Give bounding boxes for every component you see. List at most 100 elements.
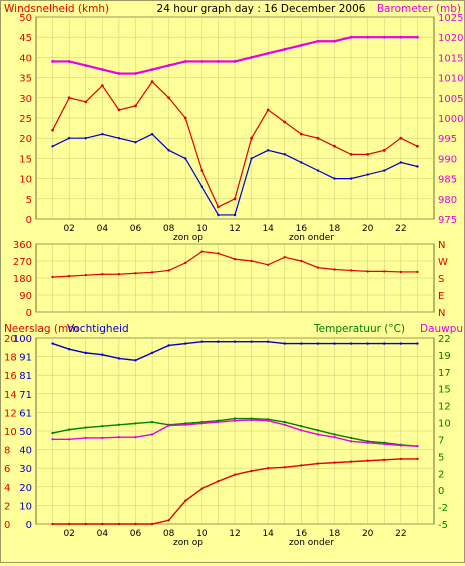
direction-point [117, 273, 121, 276]
direction-point [167, 269, 170, 272]
wind-point [67, 137, 71, 140]
y-tick-label: 20 [19, 134, 32, 145]
y-tick-label: 50 [19, 13, 32, 24]
dewpoint-point [84, 436, 87, 440]
direction-point [233, 257, 237, 261]
y-tick-label: 35 [19, 74, 32, 85]
gust-point [217, 205, 220, 209]
humidity-point [200, 340, 204, 343]
y2-tick-label: 985 [438, 175, 457, 186]
temperature-point [84, 426, 87, 429]
rain-point [117, 522, 121, 526]
temperature-point [300, 424, 303, 428]
humidity-point [250, 340, 253, 343]
humidity-point [283, 342, 286, 345]
x-tick-label: 04 [97, 529, 109, 539]
humidity-point [316, 342, 320, 345]
direction-point [399, 270, 403, 274]
y-tick-label: 20 [19, 483, 32, 494]
gust-point [283, 120, 287, 124]
dewpoint-point [184, 423, 187, 426]
humidity-point [184, 342, 187, 345]
direction-point [184, 261, 187, 265]
dewpoint-point [283, 423, 286, 426]
temperature-point [101, 424, 104, 428]
wind-point [51, 145, 54, 148]
wind-point [333, 177, 336, 180]
barometer-point [134, 72, 137, 75]
y-tick-label: 15 [19, 154, 32, 165]
dewpoint-point [416, 444, 419, 448]
y-tick-label: 30 [19, 94, 32, 105]
wind-point [117, 137, 121, 140]
dewpoint-point [349, 440, 353, 443]
y-tick-label: 81 [19, 371, 32, 382]
x-tick-label: 12 [229, 224, 240, 234]
direction-point [67, 274, 71, 278]
temperature-point [283, 420, 286, 424]
direction-point [383, 270, 386, 273]
y2-tick-label: W [438, 257, 448, 268]
y-tick-label: 180 [13, 274, 32, 285]
gust-point [382, 148, 386, 152]
gust-point [167, 96, 171, 100]
humidity-point [134, 359, 137, 362]
x-tick-label: 10 [196, 224, 208, 234]
gust-point [150, 80, 154, 84]
sunset-label-1: zon onder [289, 233, 334, 243]
x-tick-label: 22 [395, 224, 406, 234]
barometer-point [349, 35, 353, 39]
wind-point [200, 185, 204, 188]
wind-point [399, 161, 403, 164]
y-tick-label: 45 [19, 33, 32, 44]
rain-point [167, 519, 170, 522]
temperature-point [134, 422, 137, 425]
humidity-point [349, 342, 353, 345]
gust-point [299, 132, 303, 136]
y-tick-label: 10 [19, 501, 32, 512]
rain-tick-label: 6 [4, 464, 10, 475]
barometer-point [366, 35, 370, 39]
humidity-point [366, 342, 369, 345]
x-tick-label: 22 [395, 529, 406, 539]
rain-point [416, 457, 419, 461]
barometer-point [200, 60, 204, 63]
wind-point [84, 137, 87, 140]
wind-point [283, 153, 286, 156]
direction-point [300, 259, 303, 263]
humidity-point [233, 340, 237, 343]
rain-tick-label: 8 [4, 446, 10, 457]
gust-point [333, 144, 336, 148]
wind-point [217, 213, 220, 217]
rain-tick-label: 16 [4, 371, 17, 382]
direction-point [349, 269, 353, 272]
temperature-point [233, 417, 237, 420]
rain-point [300, 464, 303, 467]
rain-tick-label: 2 [4, 501, 10, 512]
direction-point [150, 271, 154, 274]
rain-point [383, 458, 386, 462]
y2-tick-label: -5 [438, 520, 448, 531]
y2-tick-label: 995 [438, 134, 457, 145]
dewpoint-point [67, 438, 71, 441]
page-title: 24 hour graph day : 16 December 2006 [157, 3, 366, 15]
gust-point [316, 136, 320, 140]
x-tick-label: 06 [130, 224, 142, 234]
barometer-point [167, 64, 171, 67]
humidity-point [399, 342, 403, 345]
rain-point [51, 522, 54, 526]
humidity-point [84, 351, 87, 355]
barometer-point [250, 56, 253, 59]
barometer-point [382, 35, 386, 39]
y-tick-label: 0 [26, 308, 32, 319]
y2-tick-label: 975 [438, 215, 457, 226]
direction-point [316, 266, 320, 269]
gust-point [200, 169, 204, 172]
barometer-point [67, 60, 71, 63]
barometer-point [333, 39, 336, 43]
y2-tick-label: 1005 [438, 94, 463, 105]
humidity-point [300, 342, 303, 345]
y2-tick-label: 17 [438, 368, 451, 379]
barometer-point [51, 60, 54, 63]
